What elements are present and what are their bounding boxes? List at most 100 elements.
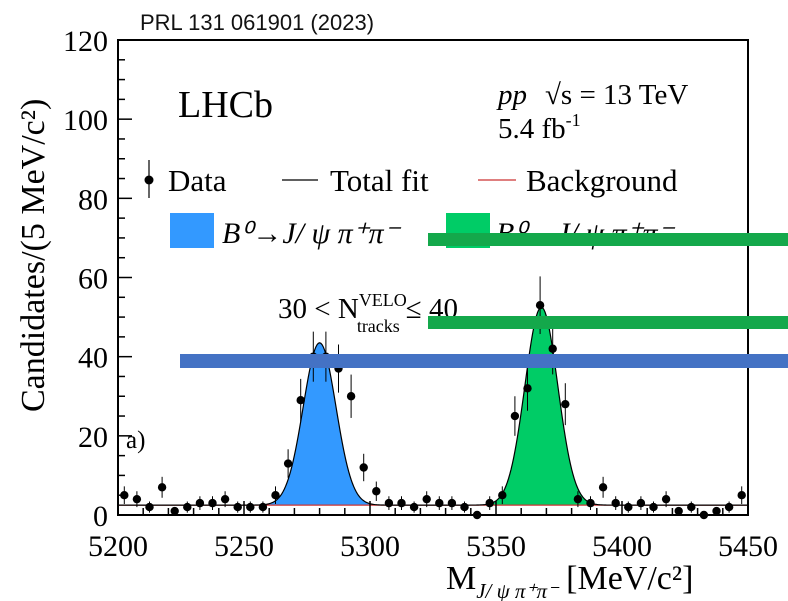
data-point-marker [447, 498, 457, 508]
data-point [422, 491, 431, 508]
data-point-marker [523, 384, 532, 393]
data-point [485, 496, 494, 510]
data-point [271, 486, 280, 505]
data-point [586, 496, 595, 510]
data-point [523, 365, 532, 411]
data-point [624, 501, 633, 513]
legend-background-label: Background [526, 163, 678, 198]
data-point [145, 501, 154, 513]
sig1-fill [237, 342, 402, 506]
data-point [183, 501, 192, 513]
data-point [674, 506, 683, 516]
data-point-marker [611, 498, 620, 508]
energy-label: √s = 13 TeV [545, 79, 688, 111]
lumi-value: 5.4 fb [498, 113, 566, 145]
data-point-marker [498, 491, 507, 500]
data-point [460, 501, 469, 513]
signal-fills [237, 307, 624, 506]
data-point-marker [372, 487, 381, 496]
data-point [359, 453, 368, 482]
y-tick-label: 100 [63, 104, 108, 137]
data-point [296, 378, 305, 422]
data-point [611, 496, 620, 510]
data-point [157, 476, 167, 498]
data-point-marker [472, 510, 482, 520]
data-point-marker [699, 510, 709, 520]
data-point [573, 491, 583, 508]
data-point-marker [220, 494, 230, 504]
data-point-marker [183, 502, 192, 512]
data-point-marker [586, 498, 595, 508]
data-point-marker [737, 491, 746, 500]
data-points [120, 276, 746, 520]
data-point-marker [649, 502, 658, 512]
data-point [195, 496, 205, 510]
data-point [409, 501, 419, 513]
data-point [372, 481, 381, 501]
selection-sub: tracks [357, 316, 400, 336]
y-tick-label: 20 [78, 421, 108, 454]
data-point [132, 491, 142, 508]
data-point [283, 449, 293, 478]
x-tick-label: 5250 [214, 530, 274, 563]
data-point-marker [598, 483, 608, 492]
x-axis-label: MJ/ ψ π⁺π⁻ [MeV/c²] [446, 560, 693, 601]
x-axis-label-unit: [MeV/c²] [566, 560, 693, 597]
x-axis-label-main: M [446, 560, 476, 597]
x-tick-label: 5200 [88, 530, 148, 563]
data-point-marker [145, 502, 154, 512]
data-point [636, 496, 646, 510]
data-point-marker [233, 502, 242, 512]
data-point-marker [636, 498, 646, 508]
data-point [435, 496, 444, 510]
data-point [561, 383, 570, 426]
data-point-marker [724, 502, 734, 512]
y-tick-label: 120 [63, 25, 108, 58]
y-axis-label: Candidates/(5 MeV/c²) [15, 99, 52, 412]
y-tick-label: 60 [78, 263, 108, 296]
data-point [687, 501, 696, 513]
x-tick-label: 5450 [718, 530, 778, 563]
data-point [699, 510, 709, 520]
data-point-marker [397, 498, 406, 508]
data-point-marker [195, 498, 205, 508]
data-point [472, 510, 482, 520]
data-point [498, 486, 507, 505]
data-point-marker [346, 392, 356, 401]
citation-header: PRL 131 061901 (2023) [140, 10, 374, 35]
data-point-marker [359, 463, 368, 472]
data-point-marker [422, 494, 431, 504]
data-point-marker [246, 502, 255, 512]
data-point-marker [258, 502, 268, 512]
x-tick-label: 5400 [592, 530, 652, 563]
data-point-marker [573, 494, 583, 504]
data-point [233, 501, 242, 513]
data-point [397, 496, 406, 510]
data-point-marker [271, 491, 280, 500]
fit-curves [118, 306, 748, 506]
data-point-marker [296, 396, 305, 405]
data-point-marker [157, 483, 167, 492]
panel-label: a) [126, 427, 145, 454]
data-point-marker [460, 502, 469, 512]
data-point-marker [674, 506, 683, 516]
data-point-marker [561, 399, 570, 409]
selection-label: 30 < NVELO tracks≤ 40 [278, 290, 458, 336]
selection-sup: VELO [359, 290, 407, 310]
redaction-bar-green-mid [428, 316, 788, 329]
data-point-marker [687, 502, 696, 512]
legend-data-label: Data [168, 163, 227, 198]
x-axis-label-sub: J/ ψ π⁺π⁻ [476, 579, 560, 601]
data-point-marker [132, 494, 142, 504]
lumi-label: 5.4 fb-1 [498, 110, 581, 145]
data-point-marker [624, 502, 633, 512]
data-point [170, 506, 179, 516]
data-point-marker [712, 506, 721, 516]
redaction-bar-green-top [428, 233, 788, 246]
data-point [384, 496, 394, 510]
data-point [208, 496, 217, 510]
data-point [220, 491, 230, 508]
data-point [661, 491, 671, 508]
data-point-marker [510, 411, 520, 421]
